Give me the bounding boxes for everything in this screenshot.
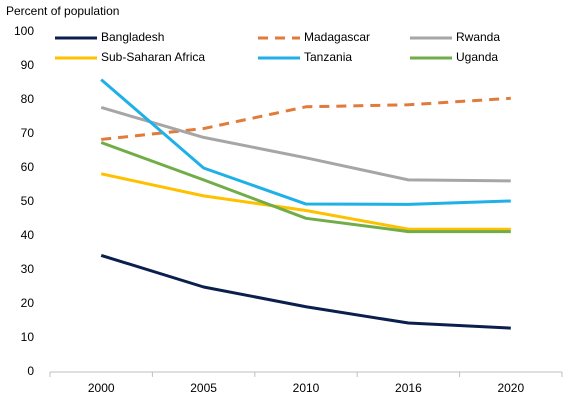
y-tick-label: 60 (21, 160, 35, 174)
line-series (100, 172, 511, 231)
y-tick-label: 80 (21, 92, 35, 106)
line-series (100, 78, 511, 206)
y-tick-label: 10 (21, 330, 35, 344)
legend-label: Madagascar (304, 30, 370, 44)
line-series (100, 106, 511, 183)
legend-label: Tanzania (304, 50, 352, 64)
y-axis-label: Percent of population (6, 4, 119, 18)
y-tick-label: 40 (21, 228, 35, 242)
x-tick-label: 2010 (293, 381, 320, 395)
legend-label: Bangladesh (101, 30, 164, 44)
line-series (100, 141, 511, 234)
x-tick-label: 2000 (88, 381, 115, 395)
y-tick-label: 70 (21, 126, 35, 140)
legend-label: Uganda (456, 50, 498, 64)
y-tick-label: 0 (27, 364, 34, 378)
legend-label: Rwanda (456, 30, 500, 44)
y-tick-label: 50 (21, 194, 35, 208)
line-series (101, 96, 511, 141)
x-tick-label: 2016 (395, 381, 422, 395)
y-tick-label: 20 (21, 296, 35, 310)
x-tick-label: 2005 (190, 381, 217, 395)
y-tick-label: 100 (14, 24, 34, 38)
legend-label: Sub-Saharan Africa (101, 50, 205, 64)
y-tick-label: 30 (21, 262, 35, 276)
x-tick-label: 2020 (497, 381, 524, 395)
y-tick-label: 90 (21, 58, 35, 72)
line-series (100, 253, 511, 330)
